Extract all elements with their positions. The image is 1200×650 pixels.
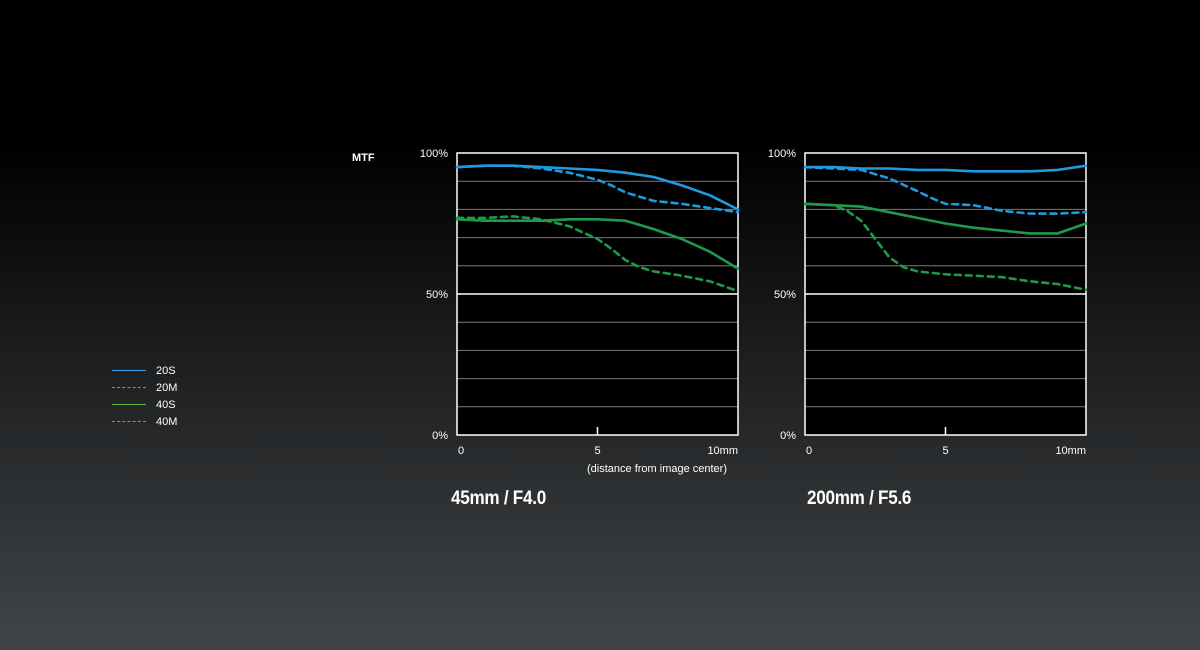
x-tick-label-2-0: 0 <box>806 445 812 457</box>
series-40m-line-2 <box>803 202 1088 292</box>
x-tick-label-2-2: 10mm <box>1055 445 1086 457</box>
y-tick-label-1-2: 100% <box>420 148 448 160</box>
y-tick-label-1-0: 0% <box>432 430 448 442</box>
legend-label-20s: 20S <box>156 364 176 377</box>
legend-label-20m: 20M <box>156 381 178 394</box>
legend-swatch-20m <box>112 387 146 388</box>
series-40s-line-2 <box>803 202 1088 235</box>
legend-swatch-40m <box>112 421 146 422</box>
legend-item-20m: 20M <box>112 379 177 396</box>
y-tick-label-2-2: 100% <box>768 148 796 160</box>
x-axis-caption: (distance from image center) <box>587 463 727 475</box>
legend-item-40s: 40S <box>112 396 177 413</box>
series-40s-line-1 <box>455 218 740 270</box>
series-20m-line-1 <box>455 164 740 214</box>
legend-item-40m: 40M <box>112 413 177 430</box>
series-20m-line-2 <box>803 165 1088 215</box>
legend: 20S 20M 40S 40M <box>112 362 177 430</box>
y-tick-label-2-1: 50% <box>774 289 796 301</box>
y-tick-label-1-1: 50% <box>426 289 448 301</box>
series-20s-line-2 <box>803 164 1088 173</box>
chart-title-2: 200mm / F5.6 <box>807 488 912 509</box>
legend-swatch-40s <box>112 404 146 405</box>
x-tick-label-1-1: 5 <box>594 445 600 457</box>
legend-label-40m: 40M <box>156 415 178 428</box>
x-tick-label-1-0: 0 <box>458 445 464 457</box>
legend-label-40s: 40S <box>156 398 176 411</box>
x-tick-label-1-2: 10mm <box>707 445 738 457</box>
chart-title-1: 45mm / F4.0 <box>451 488 546 509</box>
legend-swatch-20s <box>112 370 146 371</box>
y-tick-label-2-0: 0% <box>780 430 796 442</box>
x-tick-label-2-1: 5 <box>942 445 948 457</box>
series-40m-line-1 <box>455 215 740 293</box>
mtf-axis-title: MTF <box>352 152 375 164</box>
legend-item-20s: 20S <box>112 362 177 379</box>
